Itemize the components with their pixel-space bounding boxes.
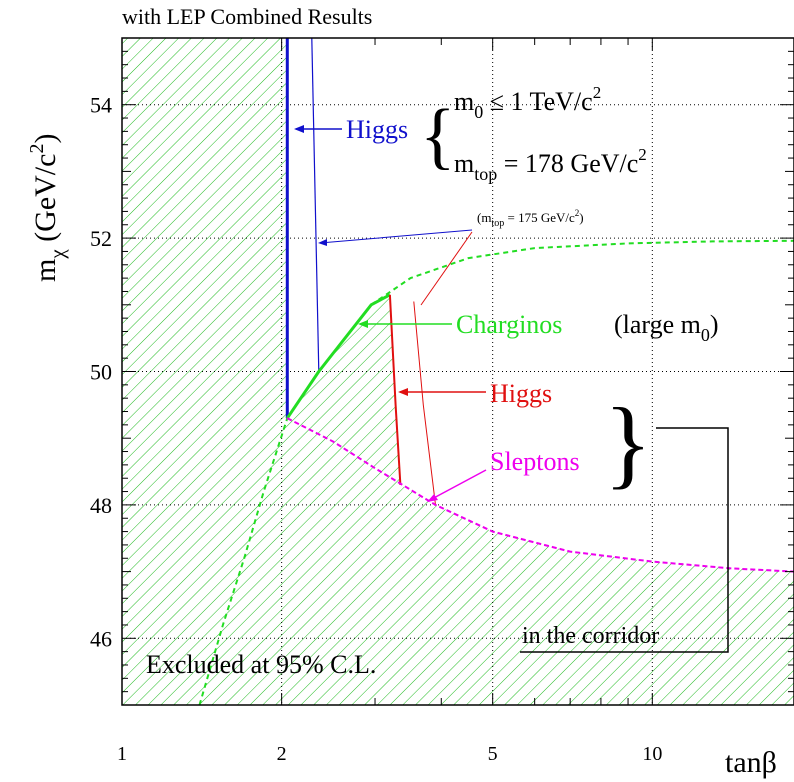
y-tick-label: 48 — [90, 493, 112, 518]
series-higgs-blue-mtop-175 — [311, 38, 320, 372]
y-axis-label: mχ (GeV/c2) — [26, 134, 69, 282]
series-charginos — [286, 293, 391, 420]
excluded-label: Excluded at 95% C.L. — [146, 650, 376, 679]
mtop-175-blue-arrowhead — [318, 239, 327, 246]
mtop-175-blue-pointer — [319, 229, 473, 244]
large-m0-label: (large m0) — [614, 310, 719, 345]
excluded-region — [122, 38, 794, 705]
sleptons-arrow — [429, 469, 487, 501]
x-tick-label: 1 — [117, 743, 127, 765]
curly-brace-top: { — [420, 95, 456, 177]
charginos-arrowhead — [358, 320, 368, 328]
series-charginos-dashed-low — [198, 417, 289, 705]
sleptons-arrowhead — [427, 494, 438, 502]
x-tick-label: 10 — [642, 743, 662, 765]
corridor-label: in the corridor — [522, 623, 659, 649]
series-higgs-red-mtop-175 — [413, 301, 436, 505]
x-axis-label: tanβ — [725, 746, 777, 779]
y-tick-label: 46 — [90, 626, 112, 651]
m0-condition: m0 ≤ 1 TeV/c2 — [454, 83, 601, 122]
series-higgs-red — [388, 294, 402, 485]
x-tick-label: 5 — [488, 743, 498, 765]
higgs-blue-arrowhead — [294, 125, 304, 133]
y-tick-label: 54 — [90, 93, 112, 118]
axis-tick-labels: 1 2 5 10 46 48 50 52 54 — [90, 93, 662, 765]
higgs-blue-label: Higgs — [346, 115, 408, 144]
mtop-condition: mtop = 178 GeV/c2 — [454, 145, 647, 184]
series-sleptons — [286, 417, 794, 573]
corridor-bracket — [520, 427, 729, 653]
axis-ticks — [121, 37, 794, 706]
curves — [198, 38, 794, 705]
mtop-175-label: (mtop = 175 GeV/c2) — [477, 208, 584, 229]
higgs-red-label: Higgs — [490, 379, 552, 408]
y-tick-label: 50 — [90, 360, 112, 385]
x-tick-label: 2 — [277, 743, 287, 765]
curly-brace-right: } — [604, 387, 652, 498]
grid-lines — [122, 38, 794, 705]
charginos-label: Charginos — [456, 310, 562, 339]
chart-title: with LEP Combined Results — [122, 4, 372, 29]
sleptons-label: Sleptons — [490, 447, 580, 476]
mtop-175-red-pointer — [420, 231, 473, 306]
y-tick-label: 52 — [90, 226, 112, 251]
higgs-red-arrowhead — [398, 388, 408, 396]
series-charginos-dashed-high — [370, 239, 794, 306]
